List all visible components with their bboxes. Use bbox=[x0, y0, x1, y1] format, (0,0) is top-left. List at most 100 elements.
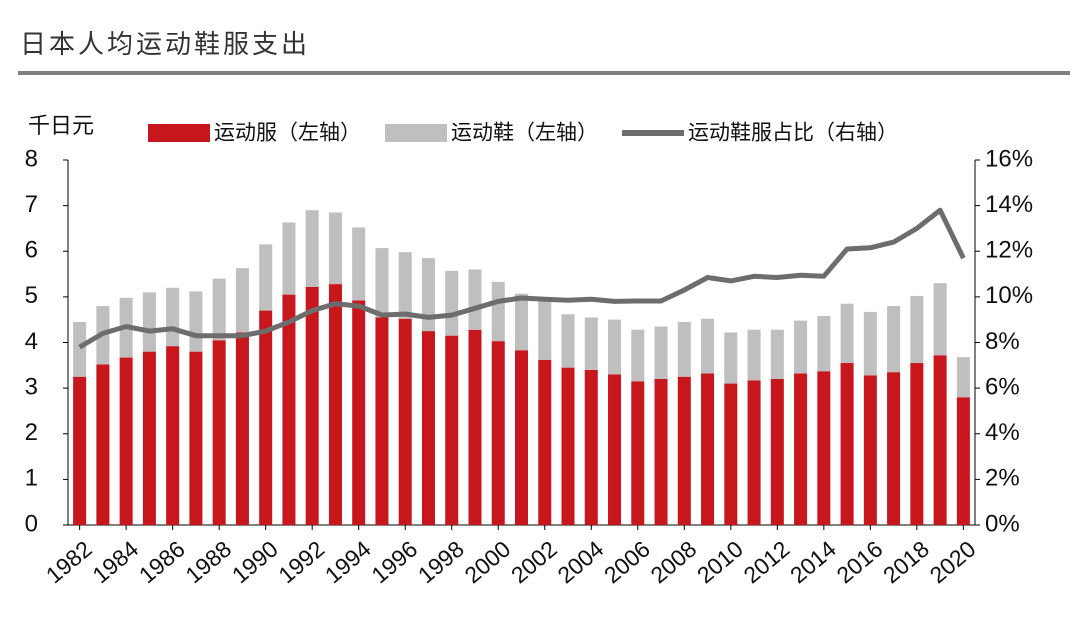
y-tick-label: 2 bbox=[25, 419, 38, 446]
bar bbox=[305, 210, 319, 287]
x-tick-label: 1994 bbox=[320, 535, 376, 588]
bar bbox=[142, 292, 156, 352]
y2-tick-label: 12% bbox=[985, 237, 1033, 264]
bar bbox=[584, 317, 598, 370]
bar bbox=[282, 294, 296, 525]
x-tick-label: 2000 bbox=[459, 536, 515, 589]
x-tick-label: 2004 bbox=[552, 535, 608, 588]
bar bbox=[468, 269, 482, 330]
y-tick-label: 7 bbox=[25, 191, 38, 218]
legend-label: 运动鞋服占比（右轴） bbox=[688, 122, 898, 145]
bar bbox=[747, 380, 761, 525]
bar bbox=[538, 299, 552, 360]
x-tick-label: 1992 bbox=[273, 536, 329, 589]
x-tick-label: 2002 bbox=[506, 536, 562, 589]
x-tick-label: 2008 bbox=[646, 536, 702, 589]
bar bbox=[375, 317, 389, 525]
y-tick-label: 8 bbox=[25, 145, 38, 172]
y2-tick-label: 8% bbox=[985, 328, 1020, 355]
x-tick-label: 1982 bbox=[41, 536, 97, 589]
bar bbox=[235, 332, 249, 525]
legend-label: 运动鞋（左轴） bbox=[451, 122, 598, 145]
x-tick-label: 2006 bbox=[599, 536, 655, 589]
y2-tick-label: 2% bbox=[985, 465, 1020, 492]
bar bbox=[724, 332, 738, 384]
bar bbox=[514, 350, 529, 525]
bar bbox=[352, 227, 366, 301]
bar bbox=[119, 357, 133, 525]
y-tick-label: 4 bbox=[25, 328, 38, 355]
x-tick-label: 1986 bbox=[134, 536, 190, 589]
bar bbox=[677, 376, 691, 525]
title-rule bbox=[18, 71, 1070, 75]
bar bbox=[166, 346, 180, 525]
bar bbox=[514, 293, 529, 351]
x-tick-label: 2012 bbox=[739, 536, 795, 589]
bar bbox=[445, 335, 459, 525]
bar bbox=[328, 284, 342, 525]
bar bbox=[770, 379, 784, 525]
bar bbox=[863, 375, 877, 525]
bar bbox=[96, 364, 110, 525]
bar bbox=[794, 373, 808, 525]
y-tick-label: 5 bbox=[25, 282, 38, 309]
y-tick-label: 3 bbox=[25, 373, 38, 400]
bar bbox=[840, 363, 854, 525]
legend-swatch bbox=[148, 124, 210, 142]
bar bbox=[817, 316, 831, 372]
bar bbox=[259, 310, 273, 525]
bar bbox=[724, 383, 738, 525]
bar bbox=[677, 321, 691, 377]
bar bbox=[608, 319, 622, 375]
y2-tick-label: 16% bbox=[985, 145, 1033, 172]
y2-tick-label: 14% bbox=[985, 191, 1033, 218]
x-tick-label: 1996 bbox=[366, 536, 422, 589]
bar bbox=[375, 248, 389, 318]
bar bbox=[491, 281, 505, 342]
bar bbox=[352, 300, 366, 525]
bar bbox=[212, 340, 226, 525]
line bbox=[78, 207, 966, 350]
x-tick-label: 2018 bbox=[878, 536, 934, 589]
bar bbox=[189, 291, 203, 352]
bar bbox=[956, 397, 970, 525]
bar bbox=[887, 372, 901, 525]
y2-tick-label: 6% bbox=[985, 373, 1020, 400]
bar bbox=[863, 311, 877, 376]
bar bbox=[166, 287, 180, 347]
bar bbox=[584, 369, 598, 525]
bar bbox=[421, 331, 435, 525]
bar bbox=[398, 318, 412, 525]
x-tick-label: 2010 bbox=[692, 536, 748, 589]
x-tick-label: 1984 bbox=[87, 535, 143, 588]
bar bbox=[910, 295, 924, 364]
x-tick-label: 2020 bbox=[925, 536, 981, 589]
y-tick-label: 0 bbox=[25, 510, 38, 537]
bar bbox=[770, 329, 784, 379]
bar bbox=[142, 351, 156, 525]
bar bbox=[654, 379, 668, 525]
bar bbox=[910, 363, 924, 525]
y-axis-label: 千日元 bbox=[28, 113, 94, 138]
y-tick-label: 1 bbox=[25, 465, 38, 492]
bar bbox=[305, 286, 319, 525]
bar bbox=[631, 381, 645, 525]
bar bbox=[561, 314, 575, 368]
bar bbox=[491, 341, 505, 525]
bar bbox=[817, 371, 831, 525]
y-tick-label: 6 bbox=[25, 237, 38, 264]
y2-tick-label: 10% bbox=[985, 282, 1033, 309]
bar bbox=[445, 270, 459, 336]
y2-tick-label: 0% bbox=[985, 510, 1020, 537]
legend-label: 运动服（左轴） bbox=[214, 122, 361, 145]
bar bbox=[747, 329, 761, 381]
bar bbox=[538, 359, 552, 525]
bar bbox=[701, 373, 715, 525]
bar bbox=[73, 321, 87, 377]
x-tick-label: 2014 bbox=[785, 535, 841, 588]
x-tick-label: 2016 bbox=[832, 536, 888, 589]
bar bbox=[73, 376, 87, 525]
bar bbox=[189, 351, 203, 525]
legend-swatch bbox=[385, 124, 447, 142]
